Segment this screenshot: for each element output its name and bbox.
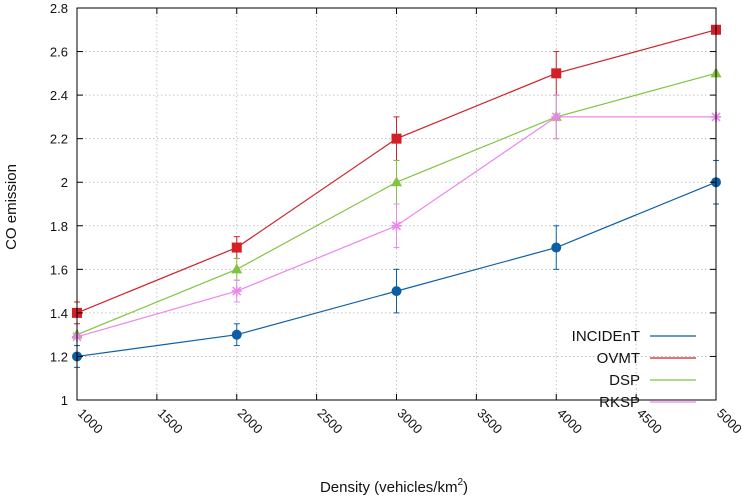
x-tick-label: 4000 xyxy=(554,406,585,437)
legend: INCIDEnT OVMT DSP RKSP xyxy=(572,328,696,411)
y-tick-label: 1 xyxy=(61,393,68,408)
x-tick-label: 1000 xyxy=(75,406,106,437)
data-point xyxy=(391,220,402,231)
x-axis-title: Density (vehicles/km2) xyxy=(320,477,468,496)
data-point xyxy=(391,286,402,297)
series-layer xyxy=(71,24,722,368)
data-point xyxy=(231,329,242,340)
y-tick-label: 2.8 xyxy=(50,1,68,16)
y-tick-label: 2.2 xyxy=(50,132,68,147)
y-tick-label: 2.4 xyxy=(50,88,68,103)
legend-label-rksp: RKSP xyxy=(599,394,640,411)
data-point xyxy=(231,242,242,253)
data-point xyxy=(391,133,402,144)
y-tick-label: 1.8 xyxy=(50,219,68,234)
data-point xyxy=(231,263,243,274)
x-tick-label: 2500 xyxy=(315,406,346,437)
data-point xyxy=(391,176,402,187)
legend-label-incident: INCIDEnT xyxy=(572,328,640,345)
x-tick-label: 1500 xyxy=(155,406,186,437)
x-tick-label: 5000 xyxy=(714,406,742,437)
x-axis-title-main: Density (vehicles/km xyxy=(320,479,458,496)
x-axis-title-superscript: 2 xyxy=(457,477,463,488)
y-tick-label: 1.2 xyxy=(50,349,68,364)
y-tick-label: 1.4 xyxy=(50,306,68,321)
legend-label-dsp: DSP xyxy=(609,372,640,389)
legend-label-ovmt: OVMT xyxy=(597,350,640,367)
data-point xyxy=(231,286,242,297)
data-point xyxy=(551,242,562,253)
y-tick-label: 1.6 xyxy=(50,262,68,277)
y-axis-title: CO emission xyxy=(3,164,20,250)
data-point xyxy=(551,111,562,122)
data-point xyxy=(551,68,562,79)
y-tick-label: 2 xyxy=(61,175,68,190)
x-axis-title-suffix: ) xyxy=(463,479,468,496)
y-tick-label: 2.6 xyxy=(50,45,68,60)
x-tick-label: 3000 xyxy=(394,406,425,437)
x-tick-label: 2000 xyxy=(235,406,266,437)
x-tick-label: 3500 xyxy=(474,406,505,437)
